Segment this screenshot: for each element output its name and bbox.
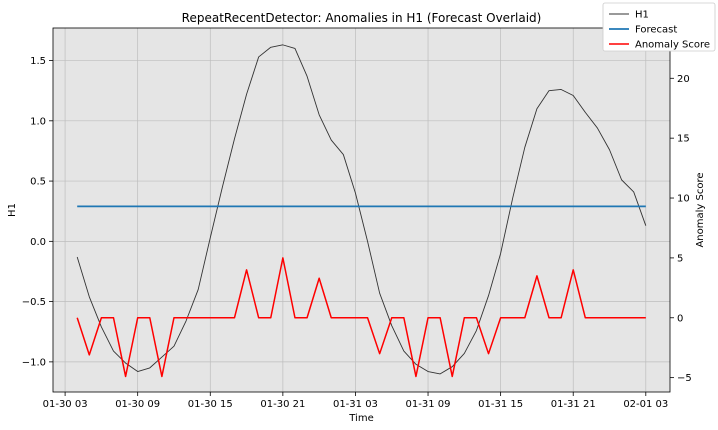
legend-box [602,2,716,52]
y-tick-label: −1.0 [22,357,46,368]
plot-frame [52,27,671,393]
y-axis-right: −5 0 5 10 15 20 [670,74,692,384]
legend: H1 Forecast Anomaly Score [602,2,716,52]
y2-axis-label: Anomaly Score [695,172,706,247]
grid [53,28,670,392]
x-tick-label: 01-30 21 [260,399,305,410]
x-axis-label: Time [348,413,373,424]
legend-label: Anomaly Score [635,40,710,51]
y2-tick-label: 20 [677,74,690,85]
y-tick-label: 0.0 [30,237,46,248]
y-tick-label: 0.5 [30,177,46,188]
y-tick-label: 1.0 [30,116,46,127]
y2-tick-label: 0 [677,313,683,324]
y-tick-label: −0.5 [22,297,46,308]
legend-label: Forecast [635,25,677,36]
series-line-0 [76,44,647,375]
x-tick-label: 01-31 03 [333,399,378,410]
y-axis-left: −1.0 −0.5 0.0 0.5 1.0 1.5 [22,56,53,368]
series-line-2 [76,257,646,378]
x-tick-label: 01-30 15 [188,399,233,410]
y-axis-label: H1 [7,203,18,217]
y2-tick-label: 5 [677,253,683,264]
legend-label: H1 [635,10,649,21]
y2-tick-label: −5 [677,373,692,384]
series-group [76,44,647,378]
y2-tick-label: 15 [677,134,690,145]
plot-background [53,28,670,392]
chart-title: RepeatRecentDetector: Anomalies in H1 (F… [182,11,542,25]
x-tick-label: 01-31 15 [478,399,523,410]
x-axis: 01-30 03 01-30 09 01-30 15 01-30 21 01-31 03… [43,392,668,410]
x-tick-label: 01-31 21 [551,399,596,410]
y2-tick-label: 10 [677,194,690,205]
x-tick-label: 01-30 09 [115,399,160,410]
x-tick-label: 01-31 09 [406,399,451,410]
x-tick-label: 01-30 03 [43,399,88,410]
y-tick-label: 1.5 [30,56,46,67]
x-tick-label: 02-01 03 [623,399,668,410]
